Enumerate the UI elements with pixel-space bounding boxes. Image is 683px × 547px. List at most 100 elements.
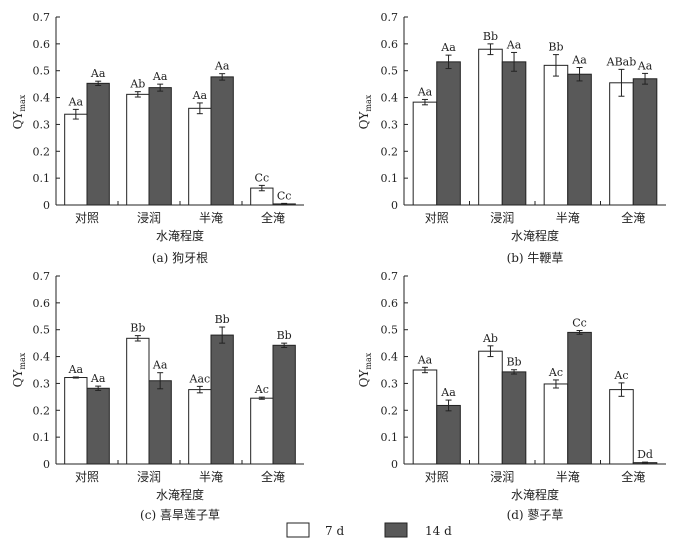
bar: [632, 78, 658, 206]
bar: [148, 380, 172, 465]
chart-panel-3: 0 0.1 0.2 0.3 0.4 0.5 0.6 0.7 QYmax 对照 Aa Aa 浸润 Bb Aa 半…: [11, 270, 304, 522]
bar: [412, 101, 438, 206]
bar: [478, 48, 503, 206]
significance-label: Aa: [440, 41, 456, 54]
significance-label: Cc: [277, 189, 292, 202]
y-tick-label: 0.6: [381, 38, 399, 51]
y-axis-label: QYmax: [11, 94, 27, 129]
x-category-label: 对照: [75, 211, 99, 225]
y-tick-label: 0.3: [33, 118, 51, 131]
y-tick-label: 0.6: [33, 38, 51, 51]
y-tick-label: 0.2: [33, 145, 51, 158]
y-tick-label: 0: [43, 199, 50, 212]
x-category-label: 全淹: [621, 469, 645, 484]
y-tick-label: 0.4: [33, 92, 51, 105]
y-tick-label: 0.4: [33, 351, 51, 364]
chart-panel-2: 0 0.1 0.2 0.3 0.4 0.5 0.6 0.7 QYmax 对照 Aa Aa 浸润 Bb Aa 半…: [357, 11, 666, 265]
y-tick-label: 0.3: [381, 377, 399, 390]
x-category-label: 浸润: [137, 470, 161, 484]
y-tick-label: 0.7: [381, 270, 399, 283]
significance-label: Aa: [90, 67, 106, 80]
y-tick-label: 0.4: [381, 351, 399, 364]
significance-label: Aa: [571, 53, 587, 66]
significance-label: Cc: [255, 171, 270, 184]
legend-swatch: [384, 522, 408, 538]
bar: [86, 82, 110, 206]
significance-label: Ab: [482, 332, 498, 345]
bar: [64, 113, 88, 206]
panel-caption: (d) 蓼子草: [507, 508, 564, 522]
x-axis-label: 水淹程度: [511, 228, 559, 243]
legend-swatch: [286, 522, 310, 538]
y-axis-label: QYmax: [11, 352, 27, 387]
x-category-label: 全淹: [621, 210, 645, 225]
x-category-label: 对照: [75, 470, 99, 484]
bar: [478, 350, 503, 465]
y-tick-label: 0.3: [381, 118, 399, 131]
bar: [188, 107, 212, 206]
x-category-label: 浸润: [490, 211, 514, 225]
significance-label: Aa: [152, 359, 168, 372]
bar: [250, 397, 274, 465]
y-tick-label: 0.3: [33, 377, 51, 390]
significance-label: Aa: [90, 372, 106, 385]
y-tick-label: 0.1: [33, 431, 51, 444]
x-category-label: 对照: [425, 470, 449, 484]
significance-label: Aa: [68, 95, 84, 108]
significance-label: Aac: [189, 372, 211, 385]
panel-caption: (c) 喜旱莲子草: [140, 508, 220, 522]
bar: [126, 93, 150, 206]
y-tick-label: 0.2: [33, 404, 51, 417]
bar: [543, 64, 569, 206]
bar: [126, 337, 150, 465]
bar: [436, 404, 461, 465]
x-category-label: 半淹: [199, 211, 223, 225]
bar: [543, 383, 569, 465]
bar: [501, 61, 527, 206]
significance-label: Aa: [192, 89, 208, 102]
x-category-label: 全淹: [261, 210, 285, 225]
significance-label: Aa: [506, 38, 522, 51]
y-tick-label: 0.5: [33, 324, 51, 337]
panel-caption: (b) 牛鞭草: [507, 250, 564, 265]
significance-label: Aa: [417, 85, 433, 98]
x-category-label: 全淹: [261, 469, 285, 484]
y-tick-label: 0.7: [381, 11, 399, 24]
y-tick-label: 0.1: [381, 431, 399, 444]
bar: [567, 73, 592, 206]
significance-label: Bb: [483, 30, 498, 43]
bar: [86, 387, 110, 465]
y-tick-label: 0: [43, 458, 50, 471]
y-tick-label: 0.5: [33, 65, 51, 78]
y-tick-label: 0.6: [33, 297, 51, 310]
significance-label: Aa: [68, 363, 84, 376]
significance-label: Aa: [214, 60, 230, 73]
significance-label: Aa: [440, 386, 456, 399]
bar: [210, 76, 234, 206]
bar: [64, 377, 88, 465]
significance-label: Bb: [506, 356, 521, 369]
y-tick-label: 0: [391, 458, 398, 471]
bar: [188, 389, 212, 465]
significance-label: Cc: [572, 317, 587, 330]
y-tick-label: 0.7: [33, 270, 51, 283]
y-axis-label: QYmax: [357, 94, 373, 129]
legend-label: 14 d: [425, 524, 452, 538]
legend: 7 d 14 d: [286, 522, 452, 538]
y-tick-label: 0.6: [381, 297, 399, 310]
bar: [210, 334, 234, 465]
bar: [501, 371, 527, 465]
significance-label: Aa: [637, 59, 653, 72]
y-tick-label: 0.1: [33, 172, 51, 185]
bar: [148, 87, 172, 206]
significance-label: Dd: [637, 448, 653, 461]
y-tick-label: 0.2: [381, 404, 399, 417]
significance-label: Aa: [417, 353, 433, 366]
x-category-label: 浸润: [137, 211, 161, 225]
x-category-label: 半淹: [556, 211, 580, 225]
significance-label: Bb: [215, 313, 230, 326]
chart-panel-1: 0 0.1 0.2 0.3 0.4 0.5 0.6 0.7 QYmax 对照 Aa Aa 浸润 Ab Aa 半…: [11, 11, 304, 265]
significance-label: Ac: [254, 383, 269, 396]
significance-label: Ab: [129, 78, 145, 91]
y-tick-label: 0.4: [381, 92, 399, 105]
